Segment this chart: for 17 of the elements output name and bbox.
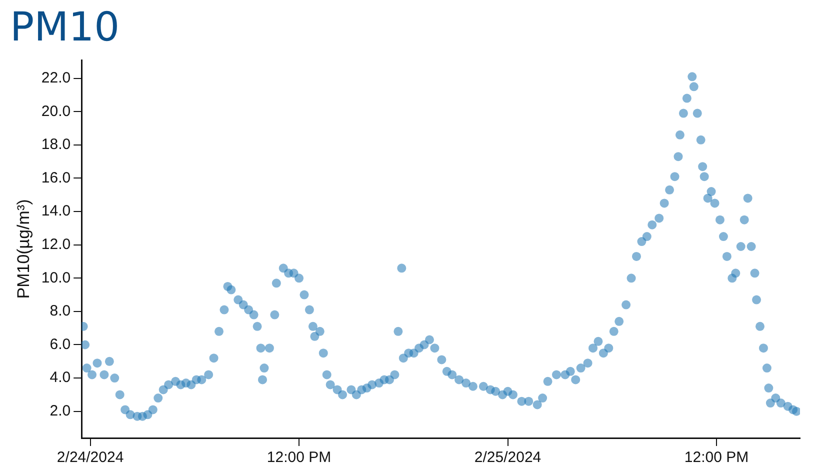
- y-tick-label: 22.0: [41, 69, 71, 86]
- y-tick-label: 10.0: [41, 269, 71, 286]
- y-tick-label: 18.0: [41, 136, 71, 154]
- y-tick-label: 4.0: [50, 369, 71, 386]
- y-tick-label: 14.0: [41, 202, 71, 220]
- x-tick-label: 2/25/2024: [474, 449, 542, 466]
- y-tick-label: 12.0: [41, 236, 71, 253]
- y-tick-label: 6.0: [50, 336, 71, 353]
- y-axis-title: PM10(µg/m³): [14, 199, 33, 299]
- x-tick-label: 12:00 PM: [266, 449, 332, 466]
- chart-title: PM10: [10, 4, 120, 50]
- y-tick-label: 8.0: [50, 302, 71, 320]
- y-tick-label: 16.0: [41, 169, 71, 186]
- y-tick-label: 20.0: [41, 102, 71, 120]
- y-tick-label: 2.0: [50, 402, 71, 420]
- x-tick-label: 12:00 PM: [684, 449, 749, 466]
- x-tick-label: 2/24/2024: [56, 449, 124, 466]
